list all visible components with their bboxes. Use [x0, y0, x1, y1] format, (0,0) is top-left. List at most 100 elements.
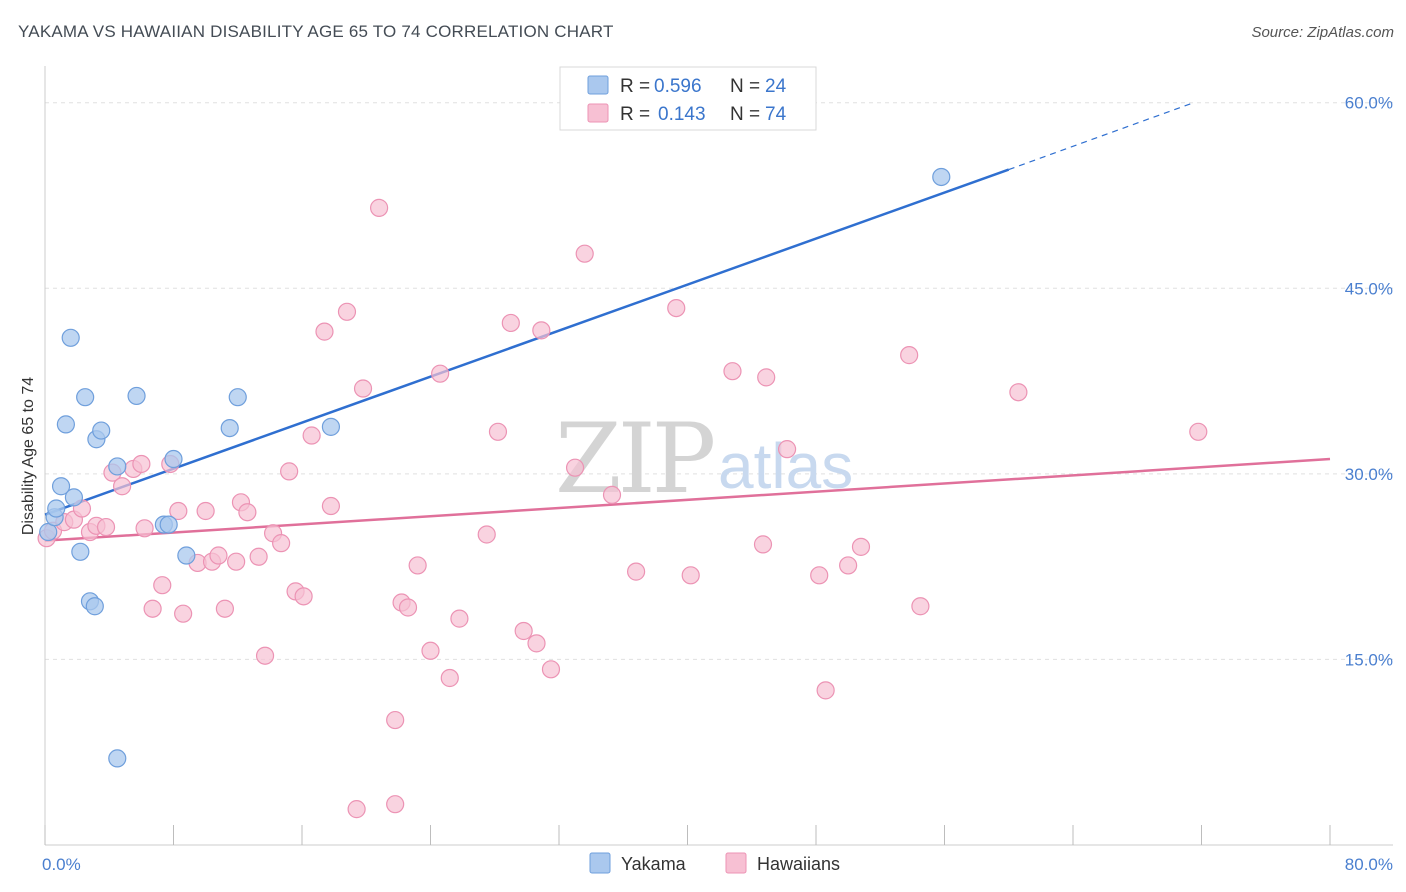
yakama-trend-extension — [1008, 102, 1194, 171]
hawaiian-point — [132, 454, 151, 474]
y-tick-label: 15.0% — [1345, 650, 1393, 669]
chart-title: YAKAMA VS HAWAIIAN DISABILITY AGE 65 TO … — [18, 22, 614, 41]
yakama-point — [220, 418, 239, 438]
hawaiian-point — [450, 609, 469, 628]
yakama-point — [108, 457, 127, 476]
yakama-point — [71, 542, 90, 561]
hawaiian-point — [321, 496, 341, 516]
bottom-legend-label-yakama: Yakama — [621, 854, 687, 874]
hawaiian-point — [541, 660, 561, 679]
hawaiian-point — [488, 422, 508, 441]
bottom-legend-label-hawaiians: Hawaiians — [757, 854, 840, 874]
series-legend: Yakama Hawaiians — [589, 852, 840, 874]
hawaiian-point — [900, 346, 919, 365]
y-tick-label: 60.0% — [1345, 94, 1393, 113]
hawaiian-point — [249, 547, 268, 566]
trend-lines — [44, 102, 1331, 542]
hawaiian-point — [514, 621, 533, 641]
hawaiian-point — [753, 535, 773, 554]
legend-r-label-yakama: R = — [620, 76, 650, 97]
hawaiian-point — [440, 668, 459, 688]
hawaiian-point — [1009, 383, 1028, 402]
y-tick-label: 45.0% — [1345, 279, 1393, 298]
yakama-point — [61, 328, 80, 347]
legend-r-label-hawaiians: R = — [620, 104, 650, 125]
yakama-point — [76, 388, 95, 407]
yakama-point — [177, 546, 196, 565]
hawaiian-point — [112, 477, 132, 496]
hawaiian-point — [347, 800, 366, 819]
hawaiian-point — [777, 440, 797, 459]
yakama-points — [39, 167, 951, 768]
hawaiian-point — [315, 322, 334, 341]
yakama-point — [108, 749, 127, 768]
hawaiian-point — [280, 462, 299, 481]
hawaiian-point — [215, 599, 234, 618]
hawaiian-point — [272, 534, 291, 553]
hawaiian-point — [602, 485, 622, 505]
yakama-point — [85, 597, 104, 616]
yakama-point — [47, 499, 66, 518]
hawaiian-point — [153, 576, 172, 595]
hawaiian-point — [421, 641, 440, 660]
hawaiian-point — [667, 299, 686, 318]
hawaiian-point — [851, 537, 871, 556]
hawaiian-points — [37, 198, 1208, 819]
yakama-point — [64, 488, 84, 507]
hawaiian-point — [1189, 422, 1208, 441]
hawaiian-point — [757, 368, 776, 387]
yakama-point — [92, 421, 111, 440]
hawaiian-point — [723, 362, 742, 381]
axes — [44, 66, 1393, 846]
hawaiian-point — [209, 546, 228, 565]
watermark-zip: ZIP — [555, 403, 714, 515]
bottom-legend-swatch-hawaiians — [725, 852, 747, 874]
hawaiian-point — [816, 681, 835, 700]
hawaiian-point — [681, 566, 700, 585]
hawaiian-point — [370, 198, 389, 217]
hawaiian-point — [477, 525, 496, 544]
hawaiian-point — [353, 379, 373, 398]
hawaiian-point — [565, 458, 585, 477]
legend-n-value-hawaiians: 74 — [765, 104, 787, 125]
hawaiian-point — [431, 364, 450, 383]
hawaiian-point — [96, 517, 116, 537]
hawaiian-point — [174, 604, 193, 623]
hawaiian-point — [501, 313, 520, 333]
hawaiian-point — [575, 244, 594, 263]
hawaiian-point — [839, 556, 858, 575]
legend-swatch-hawaiians — [587, 103, 609, 123]
hawaiian-point — [527, 634, 546, 653]
bottom-legend-swatch-yakama — [589, 852, 611, 874]
yakama-point — [51, 477, 71, 496]
hawaiian-point — [302, 426, 321, 445]
hawaiian-point — [294, 587, 313, 606]
hawaiian-point — [408, 556, 427, 575]
hawaiian-trend-line — [44, 457, 1331, 542]
hawaiian-point — [135, 519, 154, 538]
yakama-point — [228, 388, 247, 407]
legend-r-value-yakama: 0.596 — [654, 76, 702, 97]
legend-n-label-hawaiians: N = — [730, 104, 760, 125]
source-credit: Source: ZipAtlas.com — [1251, 24, 1394, 41]
yakama-point — [127, 386, 146, 406]
yakama-point — [321, 417, 341, 436]
hawaiian-point — [169, 501, 188, 521]
legend-swatch-yakama — [587, 75, 609, 95]
yakama-point — [164, 449, 183, 469]
hawaiian-point — [227, 552, 246, 571]
hawaiian-point — [532, 321, 551, 340]
gridlines — [45, 102, 1393, 660]
correlation-legend: R = 0.596 N = 24 R = 0.143 N = 74 — [559, 66, 817, 131]
y-axis-title: Disability Age 65 to 74 — [20, 377, 37, 535]
hawaiian-point — [196, 501, 215, 521]
y-tick-label: 30.0% — [1345, 465, 1393, 484]
yakama-point — [932, 167, 951, 187]
hawaiian-point — [386, 710, 405, 730]
hawaiian-point — [398, 598, 418, 617]
hawaiian-point — [143, 599, 162, 618]
hawaiian-point — [810, 566, 829, 585]
yakama-trend-line — [44, 168, 1010, 516]
hawaiian-point — [386, 795, 405, 814]
